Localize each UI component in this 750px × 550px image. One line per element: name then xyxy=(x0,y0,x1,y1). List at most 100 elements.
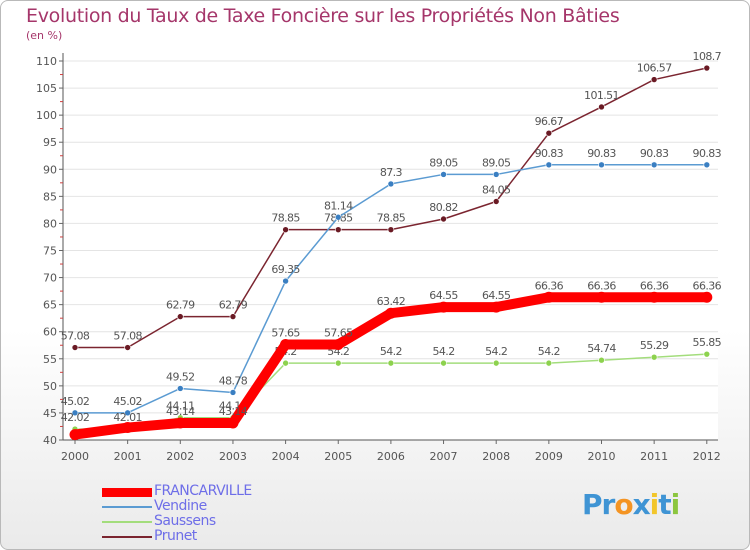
data-point xyxy=(545,129,553,137)
data-label: 96.67 xyxy=(535,115,564,128)
data-label: 87.3 xyxy=(380,166,403,179)
data-label: 55.29 xyxy=(640,339,669,352)
data-label: 66.36 xyxy=(640,279,669,292)
y-tick-label: 60 xyxy=(43,326,57,339)
data-label: 89.05 xyxy=(429,156,458,169)
data-point xyxy=(69,429,81,441)
data-label: 49.52 xyxy=(166,370,195,383)
data-label: 108.7 xyxy=(693,50,722,63)
y-tick-label: 90 xyxy=(43,163,57,176)
data-point xyxy=(334,359,342,367)
data-label: 66.36 xyxy=(587,279,616,292)
x-tick-label: 2009 xyxy=(535,450,563,463)
y-tick-label: 45 xyxy=(43,407,57,420)
data-point xyxy=(440,359,447,367)
chart-subtitle: (en %) xyxy=(26,29,63,42)
data-label: 43.14 xyxy=(219,405,248,418)
data-label: 66.36 xyxy=(535,279,564,292)
data-point xyxy=(124,344,131,351)
y-tick-label: 70 xyxy=(43,272,57,285)
data-label: 89.05 xyxy=(482,156,511,169)
legend-swatch xyxy=(102,506,152,508)
x-tick-label: 2010 xyxy=(588,450,616,463)
y-tick-label: 100 xyxy=(36,109,57,122)
data-point xyxy=(387,359,395,367)
data-label: 101.51 xyxy=(584,89,619,102)
data-label: 78.85 xyxy=(377,212,406,225)
data-label: 42.01 xyxy=(113,411,142,424)
data-label: 63.42 xyxy=(377,295,406,308)
data-label: 81.14 xyxy=(324,199,353,212)
x-tick-label: 2000 xyxy=(61,450,89,463)
series-prunet: 57.0857.0862.7962.7978.8578.8578.8580.82… xyxy=(61,50,722,351)
data-label: 57.08 xyxy=(61,330,90,343)
data-point xyxy=(334,226,342,233)
x-tick-label: 2003 xyxy=(219,450,247,463)
y-tick-label: 50 xyxy=(43,380,57,393)
data-label: 54.74 xyxy=(587,342,616,355)
data-point xyxy=(703,64,711,72)
logo-letter: t xyxy=(658,488,671,521)
proxiti-logo: Proxiti xyxy=(582,488,681,521)
legend-label: FRANCARVILLE xyxy=(154,483,252,499)
data-point xyxy=(229,389,237,396)
data-point xyxy=(598,161,605,169)
chart-title: Evolution du Taux de Taxe Foncière sur l… xyxy=(26,5,620,27)
data-point xyxy=(71,409,79,417)
x-tick-label: 2007 xyxy=(430,450,458,463)
legend-swatch xyxy=(102,521,152,523)
data-point xyxy=(71,344,79,351)
data-point xyxy=(545,161,553,169)
x-tick-label: 2006 xyxy=(377,450,405,463)
logo-letter: x xyxy=(632,488,651,521)
data-label: 57.65 xyxy=(324,326,353,339)
y-tick-label: 95 xyxy=(43,136,57,149)
series-vendine: 45.02 45.02 49.52 48.78 69.35 81.14 87.3 89.05 8… xyxy=(61,147,722,417)
data-point xyxy=(650,161,658,169)
data-point xyxy=(440,215,447,223)
legend-swatch xyxy=(102,487,152,497)
x-tick-label: 2005 xyxy=(324,450,352,463)
series-group: 57.0857.0862.7962.7978.8578.8578.8580.82… xyxy=(61,50,722,441)
data-label: 42.02 xyxy=(61,411,90,424)
data-point xyxy=(282,277,289,285)
data-point xyxy=(177,313,184,320)
data-label: 45.02 xyxy=(61,395,90,408)
y-axis-ticks: 40 45 50 55 60 65 70 75 80 85 90 95 100 105 110 xyxy=(36,55,63,447)
data-point xyxy=(177,385,184,392)
data-point xyxy=(490,301,502,313)
data-point xyxy=(598,356,605,364)
y-tick-label: 110 xyxy=(36,55,57,68)
legend-label: Vendine xyxy=(154,498,207,514)
x-tick-label: 2002 xyxy=(166,450,194,463)
data-label: 106.57 xyxy=(637,62,672,75)
logo-letter: i xyxy=(670,488,681,521)
data-point xyxy=(650,353,658,361)
data-point xyxy=(227,417,239,429)
data-label: 48.78 xyxy=(219,374,248,387)
data-point xyxy=(124,409,131,417)
data-label: 78.85 xyxy=(271,212,300,225)
plot-area xyxy=(63,56,718,440)
data-point xyxy=(440,171,447,178)
data-label: 64.55 xyxy=(429,289,458,302)
y-tick-label: 75 xyxy=(43,245,57,258)
data-point xyxy=(385,307,397,319)
data-label: 44.11 xyxy=(166,400,195,413)
y-tick-label: 105 xyxy=(36,82,57,95)
data-label: 80.82 xyxy=(429,201,458,214)
legend-label: Prunet xyxy=(154,528,197,544)
data-label: 54.2 xyxy=(538,345,560,358)
data-point xyxy=(387,226,395,233)
logo-letter: r xyxy=(601,488,616,521)
data-label: 90.83 xyxy=(693,147,722,160)
data-point xyxy=(282,359,289,367)
data-point xyxy=(282,226,289,233)
legend-swatch xyxy=(102,536,152,538)
data-label: 43.14 xyxy=(166,405,195,418)
x-tick-label: 2004 xyxy=(272,450,300,463)
x-tick-label: 2012 xyxy=(693,450,721,463)
data-label: 90.83 xyxy=(535,147,564,160)
data-point xyxy=(545,359,553,367)
data-point xyxy=(596,291,607,303)
